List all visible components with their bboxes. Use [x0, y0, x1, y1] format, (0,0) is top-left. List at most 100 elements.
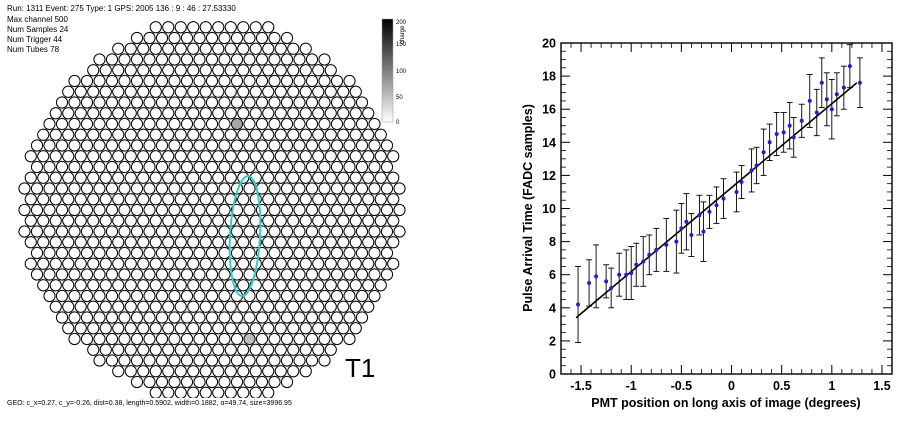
- pmt-pixel: [205, 117, 219, 131]
- pmt-pixel: [118, 203, 131, 217]
- pmt-pixel: [293, 96, 306, 109]
- pmt-pixel: [168, 31, 181, 45]
- pmt-pixel: [237, 42, 250, 55]
- pmt-pixel: [130, 31, 144, 45]
- pmt-pixel: [49, 214, 62, 227]
- pmt-pixel: [249, 128, 262, 141]
- pmt-pixel: [112, 150, 125, 163]
- pmt-pixel: [374, 128, 387, 141]
- pmt-pixel: [155, 354, 169, 367]
- pmt-pixel: [118, 354, 131, 367]
- pmt-pixel: [143, 96, 156, 109]
- pmt-pixel: [293, 354, 306, 367]
- pmt-pixel: [349, 236, 362, 249]
- pmt-pixel: [168, 354, 181, 367]
- pmt-pixel: [124, 236, 137, 249]
- pmt-pixel: [168, 74, 181, 88]
- pmt-pixel: [99, 107, 112, 120]
- pmt-pixel: [249, 214, 262, 227]
- pmt-pixel: [255, 268, 269, 281]
- pmt-pixel: [193, 53, 206, 66]
- pmt-pixel: [87, 85, 100, 98]
- pmt-pixel: [274, 107, 287, 120]
- pmt-pixel: [187, 85, 200, 98]
- pmt-pixel: [174, 300, 187, 313]
- pmt-pixel: [162, 21, 175, 34]
- pmt-pixel: [24, 214, 37, 227]
- pmt-pixel: [55, 96, 69, 109]
- pmt-pixel: [193, 96, 206, 109]
- pmt-pixel: [162, 386, 175, 398]
- pmt-pixel: [118, 53, 131, 66]
- pmt-pixel: [330, 311, 344, 324]
- pmt-pixel: [255, 332, 269, 346]
- pmt-pixel: [337, 107, 350, 120]
- pmt-pixel: [212, 21, 225, 34]
- pmt-pixel: [318, 203, 331, 217]
- pmt-pixel: [193, 354, 206, 367]
- pmt-pixel: [368, 289, 381, 303]
- pmt-pixel: [112, 279, 125, 292]
- pmt-pixel: [343, 117, 356, 131]
- telescope-label: T1: [345, 353, 375, 383]
- pmt-pixel: [280, 375, 294, 389]
- pmt-pixel: [380, 268, 394, 281]
- pmt-pixel: [180, 31, 194, 45]
- pmt-pixel: [205, 332, 219, 346]
- y-axis-label: Pulse Arrival Time (FADC samples): [521, 104, 535, 312]
- pmt-pixel: [199, 42, 212, 55]
- pmt-pixel: [174, 322, 187, 335]
- pmt-pixel: [324, 128, 337, 141]
- pmt-pixel: [330, 74, 344, 88]
- pmt-pixel: [162, 279, 175, 292]
- y-tick-label: 2: [549, 334, 556, 348]
- pmt-pixel: [255, 203, 269, 217]
- pmt-pixel: [237, 21, 250, 34]
- pmt-pixel: [274, 64, 287, 77]
- pmt-pixel: [274, 236, 287, 249]
- pmt-pixel: [80, 117, 94, 131]
- data-point: [664, 242, 669, 247]
- pmt-pixel: [112, 236, 125, 249]
- pmt-pixel: [168, 225, 181, 238]
- pmt-pixel: [187, 21, 200, 34]
- pmt-pixel: [318, 311, 331, 324]
- pmt-pixel: [93, 332, 106, 346]
- pmt-pixel: [337, 257, 350, 270]
- pmt-pixel: [68, 203, 81, 217]
- pmt-pixel: [199, 257, 212, 270]
- pmt-pixel: [49, 257, 62, 270]
- pmt-pixel: [243, 246, 256, 260]
- pmt-pixel: [243, 375, 256, 389]
- pmt-pixel: [93, 53, 106, 66]
- pmt-pixel: [249, 21, 262, 34]
- y-tick-label: 18: [542, 70, 556, 84]
- pmt-pixel: [205, 375, 219, 389]
- pmt-pixel: [99, 257, 112, 270]
- pmt-pixel: [212, 236, 225, 249]
- pmt-pixel: [268, 31, 281, 45]
- pmt-pixel: [174, 107, 187, 120]
- pmt-pixel: [30, 182, 44, 195]
- pmt-pixel: [112, 42, 125, 55]
- pmt-pixel: [299, 365, 312, 378]
- pmt-pixel: [262, 279, 275, 292]
- pmt-pixel: [93, 268, 106, 281]
- pmt-pixel: [187, 257, 200, 270]
- pmt-pixel: [124, 300, 137, 313]
- pmt-pixel: [199, 300, 212, 313]
- pmt-pixel: [87, 64, 100, 77]
- pmt-pixel: [37, 128, 50, 141]
- pmt-pixel: [37, 150, 50, 163]
- pmt-pixel: [330, 203, 344, 217]
- pmt-pixel: [168, 96, 181, 109]
- pmt-pixel: [162, 107, 175, 120]
- pmt-pixel: [137, 150, 150, 163]
- pmt-pixel: [180, 354, 194, 367]
- pmt-pixel: [199, 279, 212, 292]
- pmt-pixel: [124, 365, 137, 378]
- pmt-pixel: [230, 160, 244, 174]
- pmt-pixel: [105, 96, 119, 109]
- pmt-pixel: [249, 107, 262, 120]
- data-point: [834, 92, 839, 97]
